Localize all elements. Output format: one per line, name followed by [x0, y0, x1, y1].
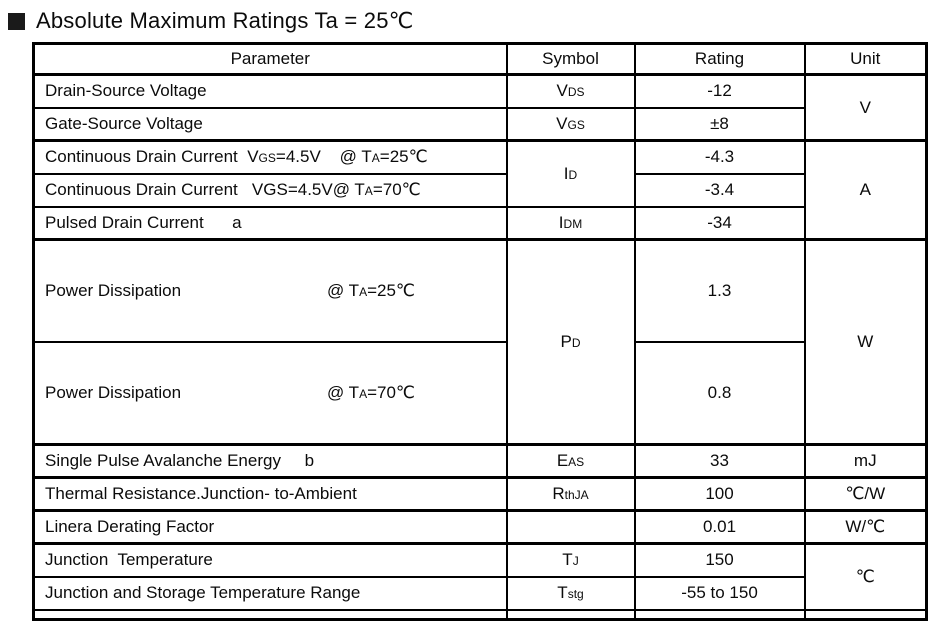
abs-max-ratings-table: Parameter Symbol Rating Unit Drain-Sourc… — [32, 42, 928, 621]
rating-cell: 150 — [633, 542, 806, 578]
rating-cell: -3.4 — [633, 172, 806, 208]
unit-cell: ℃ — [803, 542, 928, 611]
unit-cell: V — [803, 73, 928, 142]
rating-cell: -55 to 150 — [633, 575, 806, 611]
table-row: Junction and Storage Temperature Range T… — [32, 575, 927, 611]
param-cell: Single Pulse Avalanche Energy b — [32, 443, 508, 479]
symbol-cell: Tstg — [505, 575, 636, 611]
table-row: Thermal Resistance.Junction- to-Ambient … — [32, 476, 928, 512]
symbol-cell: VDS — [505, 73, 636, 109]
param-cell: Power Dissipation @ TA=70℃ — [32, 341, 508, 446]
table-row: Single Pulse Avalanche Energy b EAS 33 m… — [32, 443, 928, 479]
param-cell: Continuous Drain Current VGS=4.5V @ TA=2… — [32, 139, 508, 175]
rating-cell: 0.01 — [633, 509, 806, 545]
col-header-symbol: Symbol — [505, 42, 636, 76]
table-row: Gate-Source Voltage VGS ±8 — [32, 106, 927, 142]
param-cell: Continuous Drain Current VGS=4.5V@ TA=70… — [32, 172, 508, 208]
table-row: Power Dissipation @ TA=25℃ PD 1.3 W — [32, 238, 928, 446]
rating-cell: -4.3 — [633, 139, 806, 175]
param-text: Power Dissipation — [45, 383, 182, 402]
rating-cell: 1.3 — [633, 238, 806, 343]
col-header-parameter: Parameter — [32, 42, 508, 76]
section-title-text: Absolute Maximum Ratings Ta = 25℃ — [36, 8, 414, 33]
param-condition: @ TA=25℃ — [327, 281, 416, 300]
symbol-cell: TJ — [505, 542, 636, 578]
param-cell: Junction Temperature — [32, 542, 508, 578]
header-row: Parameter Symbol Rating Unit — [32, 42, 928, 76]
symbol-cell — [505, 608, 636, 621]
unit-cell: A — [803, 139, 928, 241]
unit-cell: mJ — [803, 443, 928, 479]
rating-cell: -34 — [633, 205, 806, 241]
table-row-partial — [32, 608, 928, 621]
rating-cell — [633, 608, 806, 621]
unit-cell: W/℃ — [803, 509, 928, 545]
rating-cell: 33 — [633, 443, 806, 479]
rating-cell: 100 — [633, 476, 806, 512]
rating-cell: -12 — [633, 73, 806, 109]
table-row: Continuous Drain Current VGS=4.5V@ TA=70… — [32, 172, 927, 208]
unit-cell — [803, 608, 928, 621]
symbol-cell: IDM — [505, 205, 636, 241]
param-condition: @ TA=70℃ — [327, 383, 416, 402]
param-cell: Junction and Storage Temperature Range — [32, 575, 508, 611]
col-header-rating: Rating — [633, 42, 806, 76]
rating-cell: 0.8 — [633, 341, 806, 446]
symbol-cell — [505, 509, 636, 545]
table-row: Pulsed Drain Current a IDM -34 — [32, 205, 927, 241]
param-cell: Gate-Source Voltage — [32, 106, 508, 142]
section-bullet-icon — [8, 12, 25, 30]
unit-cell: ℃/W — [803, 476, 928, 512]
table-row: Drain-Source Voltage VDS -12 V — [32, 73, 928, 142]
col-header-unit: Unit — [803, 42, 928, 76]
unit-cell: W — [803, 238, 928, 446]
section-title: Absolute Maximum Ratings Ta = 25℃ — [8, 8, 414, 34]
symbol-cell: VGS — [505, 106, 636, 142]
rating-cell: ±8 — [633, 106, 806, 142]
table-row: Continuous Drain Current VGS=4.5V @ TA=2… — [32, 139, 928, 241]
symbol-cell: ID — [505, 139, 636, 208]
table-row: Power Dissipation @ TA=70℃ 0.8 — [32, 341, 927, 446]
param-cell: Linera Derating Factor — [32, 509, 508, 545]
table-row: Junction Temperature TJ 150 ℃ — [32, 542, 928, 611]
param-text: Power Dissipation — [45, 281, 182, 300]
param-cell — [32, 608, 508, 621]
param-cell: Drain-Source Voltage — [32, 73, 508, 109]
table-row: Linera Derating Factor 0.01 W/℃ — [32, 509, 928, 545]
param-cell: Power Dissipation @ TA=25℃ — [32, 238, 508, 343]
symbol-cell: EAS — [505, 443, 636, 479]
param-cell: Thermal Resistance.Junction- to-Ambient — [32, 476, 508, 512]
symbol-cell: PD — [505, 238, 636, 446]
param-cell: Pulsed Drain Current a — [32, 205, 508, 241]
symbol-cell: RthJA — [505, 476, 636, 512]
